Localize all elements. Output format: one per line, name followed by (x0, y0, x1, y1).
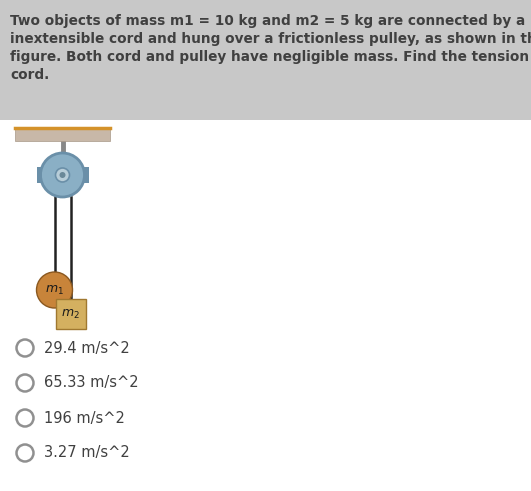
Text: 65.33 m/s^2: 65.33 m/s^2 (44, 376, 139, 390)
Circle shape (16, 444, 33, 462)
FancyBboxPatch shape (83, 167, 89, 183)
Circle shape (16, 339, 33, 356)
Circle shape (37, 272, 73, 308)
FancyBboxPatch shape (0, 0, 531, 120)
Text: figure. Both cord and pulley have negligible mass. Find the tension in the: figure. Both cord and pulley have neglig… (10, 50, 531, 64)
FancyBboxPatch shape (56, 299, 85, 329)
Text: $m_2$: $m_2$ (61, 307, 80, 321)
Text: 3.27 m/s^2: 3.27 m/s^2 (44, 445, 130, 461)
Text: Two objects of mass m1 = 10 kg and m2 = 5 kg are connected by a light,: Two objects of mass m1 = 10 kg and m2 = … (10, 14, 531, 28)
Circle shape (59, 172, 65, 178)
Circle shape (16, 375, 33, 391)
Text: $m_1$: $m_1$ (45, 283, 64, 297)
Text: 29.4 m/s^2: 29.4 m/s^2 (44, 340, 130, 355)
Text: 196 m/s^2: 196 m/s^2 (44, 410, 125, 426)
Text: cord.: cord. (10, 68, 49, 82)
FancyBboxPatch shape (15, 129, 110, 141)
Circle shape (16, 409, 33, 427)
Text: inextensible cord and hung over a frictionless pulley, as shown in the: inextensible cord and hung over a fricti… (10, 32, 531, 46)
Circle shape (56, 168, 70, 182)
FancyBboxPatch shape (37, 167, 41, 183)
Circle shape (40, 153, 84, 197)
